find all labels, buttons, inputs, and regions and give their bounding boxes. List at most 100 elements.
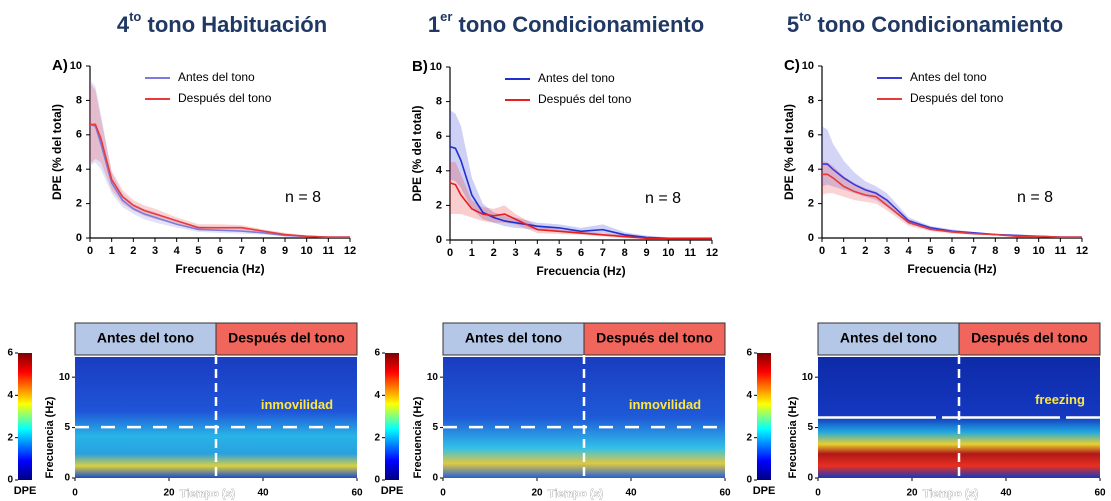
x-tick-label: 1 — [109, 245, 115, 257]
annotation: inmovilidad — [629, 397, 701, 412]
y-tick-label: 8 — [76, 94, 82, 106]
x-tick-label: 7 — [239, 245, 245, 257]
y-tick-label: 2 — [76, 198, 82, 210]
y-tick-label: 0 — [808, 232, 814, 244]
x-tick-label: 8 — [992, 245, 998, 257]
y-tick-label: 5 — [432, 422, 438, 433]
y-tick-label: 10 — [427, 372, 439, 383]
colorbar-label: DPE — [381, 485, 404, 497]
x-tick-label: 0 — [447, 247, 453, 259]
x-tick-label: 5 — [195, 245, 201, 257]
annotation: freezing — [1035, 392, 1085, 407]
panel-label: B) — [412, 58, 428, 75]
confidence-band — [90, 83, 350, 237]
x-axis-label: Tiempo (s) — [548, 488, 604, 500]
legend-label: Antes del tono — [178, 70, 255, 84]
x-tick-label: 2 — [862, 245, 868, 257]
x-tick-label: 40 — [1000, 488, 1012, 499]
x-tick-label: 4 — [906, 245, 913, 257]
header-label: Antes del tono — [840, 330, 937, 346]
y-tick-label: 0 — [64, 473, 70, 484]
confidence-band — [822, 126, 1082, 237]
x-axis-label: Frecuencia (Hz) — [907, 262, 996, 276]
y-tick-label: 2 — [436, 199, 442, 211]
x-tick-label: 60 — [1094, 488, 1106, 499]
header-label: Antes del tono — [97, 330, 194, 346]
y-tick-label: 5 — [807, 422, 813, 433]
colorbar-tick-label: 4 — [7, 390, 13, 401]
x-tick-label: 11 — [1055, 245, 1067, 257]
y-tick-label: 6 — [808, 129, 814, 141]
x-tick-label: 3 — [512, 247, 518, 259]
colorbar-label: DPE — [14, 485, 37, 497]
panel-label: C) — [784, 57, 800, 74]
legend-label: Después del tono — [538, 92, 632, 106]
x-tick-label: 20 — [163, 488, 175, 499]
y-axis-label: DPE (% del total) — [50, 104, 64, 200]
y-tick-label: 5 — [64, 422, 70, 433]
y-tick-label: 8 — [808, 94, 814, 106]
y-tick-label: 6 — [76, 129, 82, 141]
x-tick-label: 9 — [282, 245, 288, 257]
title-number: 5 — [787, 12, 799, 37]
title-number: 4 — [117, 12, 130, 37]
y-tick-label: 4 — [436, 165, 443, 177]
panel-title: 5to tono Condicionamiento — [787, 9, 1063, 36]
annotation: n = 8 — [1017, 189, 1053, 206]
x-tick-label: 0 — [72, 488, 78, 499]
x-tick-label: 60 — [351, 488, 363, 499]
panel-title: 1er tono Condicionamiento — [428, 9, 704, 36]
annotation: n = 8 — [645, 190, 681, 207]
legend-label: Después del tono — [910, 91, 1004, 105]
x-tick-label: 2 — [130, 245, 136, 257]
colorbar-tick-label: 0 — [7, 475, 13, 486]
x-tick-label: 8 — [622, 247, 628, 259]
x-tick-label: 12 — [1076, 245, 1088, 257]
y-axis-label: DPE (% del total) — [782, 104, 796, 200]
x-axis-label: Tiempo (s) — [923, 488, 979, 500]
colorbar-tick-label: 6 — [7, 348, 13, 359]
x-tick-label: 10 — [1033, 245, 1045, 257]
title-text: tono Condicionamiento — [811, 12, 1063, 37]
colorbar-tick-label: 4 — [746, 390, 752, 401]
x-tick-label: 7 — [971, 245, 977, 257]
x-tick-label: 0 — [440, 488, 446, 499]
x-tick-label: 3 — [152, 245, 158, 257]
x-tick-label: 1 — [841, 245, 847, 257]
y-tick-label: 10 — [430, 61, 442, 73]
y-tick-label: 6 — [436, 130, 442, 142]
title-text: tono Habituación — [141, 12, 327, 37]
colorbar-tick-label: 0 — [374, 475, 380, 486]
y-axis-label: Frecuencia (Hz) — [412, 396, 424, 478]
x-tick-label: 60 — [719, 488, 731, 499]
y-tick-label: 4 — [76, 163, 83, 175]
x-tick-label: 2 — [491, 247, 497, 259]
colorbar-tick-label: 4 — [374, 390, 380, 401]
y-tick-label: 10 — [802, 372, 814, 383]
title-number: 1 — [428, 12, 440, 37]
colorbar-tick-label: 6 — [746, 348, 752, 359]
y-tick-label: 10 — [802, 60, 814, 72]
colorbar — [385, 353, 399, 480]
y-tick-label: 8 — [436, 96, 442, 108]
y-tick-label: 0 — [436, 234, 442, 246]
legend-label: Después del tono — [178, 91, 272, 105]
colorbar-tick-label: 2 — [374, 432, 380, 443]
x-tick-label: 6 — [578, 247, 584, 259]
panel-title: 4to tono Habituación — [117, 9, 327, 36]
figure: 4to tono HabituaciónA)024681001234567891… — [0, 0, 1111, 501]
y-tick-label: 10 — [70, 60, 82, 72]
x-tick-label: 7 — [600, 247, 606, 259]
x-axis-label: Tiempo (s) — [180, 488, 236, 500]
x-tick-label: 0 — [87, 245, 93, 257]
x-tick-label: 3 — [884, 245, 890, 257]
x-tick-label: 8 — [260, 245, 266, 257]
x-tick-label: 40 — [257, 488, 269, 499]
y-tick-label: 0 — [76, 232, 82, 244]
title-superscript: to — [129, 9, 141, 24]
x-tick-label: 9 — [643, 247, 649, 259]
x-tick-label: 4 — [174, 245, 181, 257]
title-superscript: er — [440, 9, 452, 24]
annotation: inmovilidad — [261, 397, 333, 412]
colorbar — [18, 353, 32, 480]
